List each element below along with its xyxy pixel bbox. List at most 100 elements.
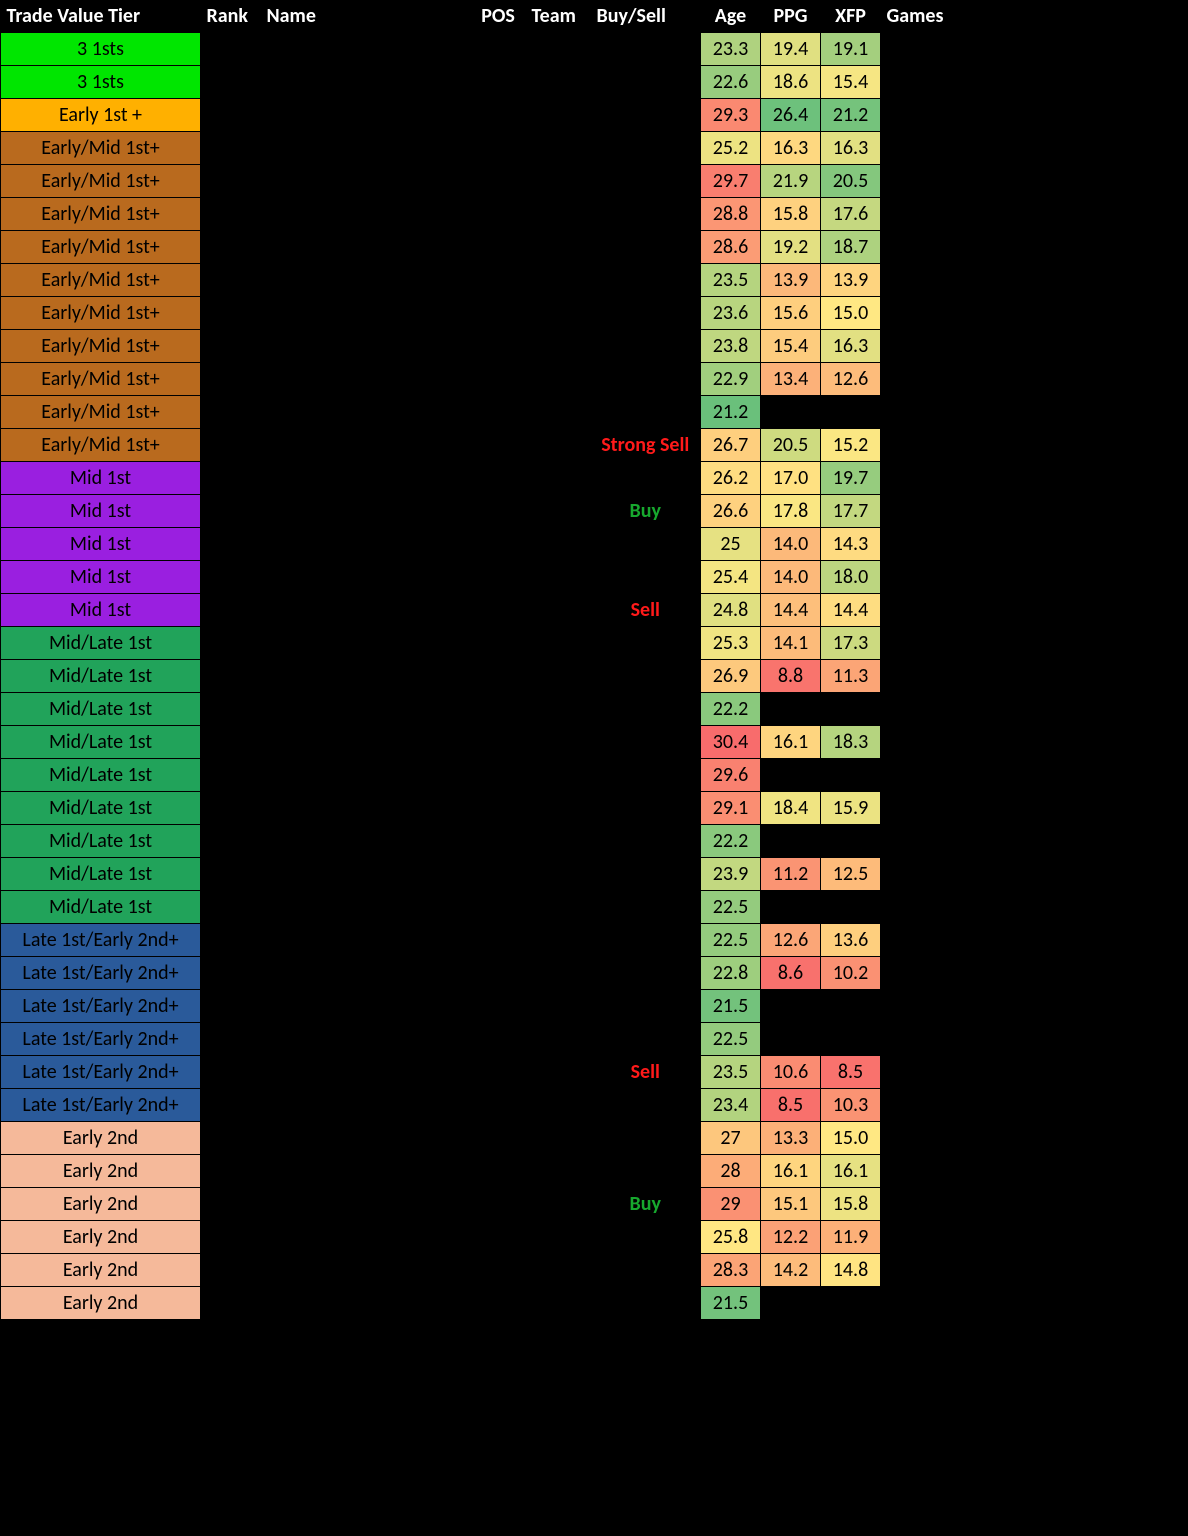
cell-pos xyxy=(471,990,526,1023)
cell-xfp xyxy=(821,1023,881,1056)
cell-tier: Mid/Late 1st xyxy=(1,759,201,792)
cell-xfp: 14.8 xyxy=(821,1254,881,1287)
cell-pad xyxy=(961,1155,1188,1188)
cell-name xyxy=(261,66,471,99)
table-row: Mid/Late 1st22.5 xyxy=(1,891,1188,924)
cell-xfp xyxy=(821,396,881,429)
table-row: Early 2nd2713.315.0 xyxy=(1,1122,1188,1155)
cell-buy-sell xyxy=(591,363,701,396)
cell-games xyxy=(881,264,961,297)
cell-name xyxy=(261,1056,471,1089)
cell-tier: Mid/Late 1st xyxy=(1,660,201,693)
cell-team xyxy=(526,1089,591,1122)
cell-games xyxy=(881,66,961,99)
cell-pad xyxy=(961,1287,1188,1320)
cell-xfp: 15.0 xyxy=(821,1122,881,1155)
cell-games xyxy=(881,957,961,990)
table-row: Mid 1stBuy26.617.817.7 xyxy=(1,495,1188,528)
cell-team xyxy=(526,561,591,594)
cell-ppg: 8.8 xyxy=(761,660,821,693)
cell-age: 22.8 xyxy=(701,957,761,990)
cell-team xyxy=(526,990,591,1023)
cell-age: 23.5 xyxy=(701,264,761,297)
cell-name xyxy=(261,990,471,1023)
cell-buy-sell: Strong Sell xyxy=(591,429,701,462)
cell-buy-sell xyxy=(591,1155,701,1188)
table-row: Mid/Late 1st25.314.117.3 xyxy=(1,627,1188,660)
cell-rank xyxy=(201,1221,261,1254)
header-pad xyxy=(961,0,1188,33)
cell-pad xyxy=(961,660,1188,693)
cell-ppg: 14.1 xyxy=(761,627,821,660)
cell-team xyxy=(526,957,591,990)
cell-team xyxy=(526,693,591,726)
cell-tier: Early/Mid 1st+ xyxy=(1,165,201,198)
cell-pos xyxy=(471,297,526,330)
cell-name xyxy=(261,165,471,198)
table-row: Mid 1st2514.014.3 xyxy=(1,528,1188,561)
cell-xfp: 14.3 xyxy=(821,528,881,561)
cell-pos xyxy=(471,693,526,726)
cell-name xyxy=(261,957,471,990)
cell-tier: Mid/Late 1st xyxy=(1,891,201,924)
cell-pad xyxy=(961,957,1188,990)
table-row: Early/Mid 1st+28.815.817.6 xyxy=(1,198,1188,231)
cell-buy-sell xyxy=(591,1221,701,1254)
cell-buy-sell xyxy=(591,1122,701,1155)
cell-pad xyxy=(961,66,1188,99)
cell-name xyxy=(261,528,471,561)
cell-rank xyxy=(201,1254,261,1287)
cell-age: 22.5 xyxy=(701,924,761,957)
cell-rank xyxy=(201,1089,261,1122)
cell-buy-sell xyxy=(591,1089,701,1122)
cell-xfp xyxy=(821,891,881,924)
header-team: Team xyxy=(526,0,591,33)
cell-rank xyxy=(201,231,261,264)
cell-rank xyxy=(201,528,261,561)
cell-team xyxy=(526,363,591,396)
cell-name xyxy=(261,726,471,759)
cell-team xyxy=(526,1056,591,1089)
cell-games xyxy=(881,1089,961,1122)
cell-games xyxy=(881,528,961,561)
cell-ppg: 26.4 xyxy=(761,99,821,132)
cell-name xyxy=(261,891,471,924)
cell-pos xyxy=(471,66,526,99)
cell-team xyxy=(526,1254,591,1287)
cell-pos xyxy=(471,462,526,495)
cell-age: 23.6 xyxy=(701,297,761,330)
cell-games xyxy=(881,891,961,924)
cell-xfp: 19.1 xyxy=(821,33,881,66)
cell-buy-sell xyxy=(591,561,701,594)
cell-buy-sell xyxy=(591,627,701,660)
table-row: Late 1st/Early 2nd+23.48.510.3 xyxy=(1,1089,1188,1122)
cell-pad xyxy=(961,429,1188,462)
cell-games xyxy=(881,1254,961,1287)
cell-pad xyxy=(961,693,1188,726)
cell-tier: Late 1st/Early 2nd+ xyxy=(1,924,201,957)
table-row: Late 1st/Early 2nd+22.512.613.6 xyxy=(1,924,1188,957)
cell-pos xyxy=(471,165,526,198)
header-rank: Rank xyxy=(201,0,261,33)
table-row: Early/Mid 1st+23.513.913.9 xyxy=(1,264,1188,297)
cell-pad xyxy=(961,132,1188,165)
cell-team xyxy=(526,1287,591,1320)
cell-pad xyxy=(961,792,1188,825)
cell-pos xyxy=(471,825,526,858)
cell-ppg xyxy=(761,1287,821,1320)
table-row: Early/Mid 1st+23.815.416.3 xyxy=(1,330,1188,363)
cell-pad xyxy=(961,924,1188,957)
cell-games xyxy=(881,726,961,759)
table-row: Early/Mid 1st+23.615.615.0 xyxy=(1,297,1188,330)
cell-buy-sell xyxy=(591,1287,701,1320)
cell-pad xyxy=(961,198,1188,231)
cell-team xyxy=(526,726,591,759)
cell-pad xyxy=(961,825,1188,858)
cell-rank xyxy=(201,165,261,198)
cell-pad xyxy=(961,726,1188,759)
cell-pad xyxy=(961,990,1188,1023)
cell-tier: Early 2nd xyxy=(1,1188,201,1221)
cell-name xyxy=(261,363,471,396)
cell-age: 25.2 xyxy=(701,132,761,165)
cell-ppg: 15.8 xyxy=(761,198,821,231)
